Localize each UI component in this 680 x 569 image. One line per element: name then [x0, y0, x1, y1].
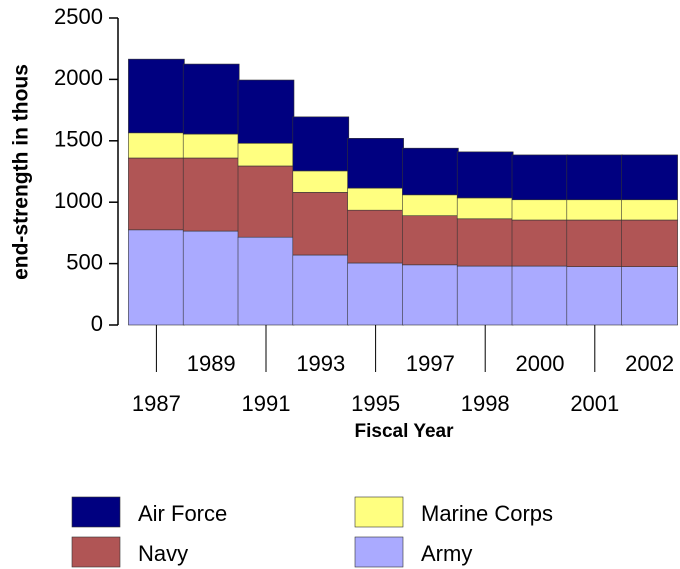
x-tick-label: 1989	[187, 351, 236, 376]
bar-segment	[347, 262, 404, 326]
x-tick-label: 2000	[516, 351, 565, 376]
bar-segment	[456, 265, 514, 326]
bar-segment	[402, 147, 459, 196]
bar-segment	[511, 219, 569, 267]
bar-segment	[292, 254, 350, 326]
x-tick-label: 1987	[132, 391, 181, 416]
bar-segment	[621, 266, 678, 326]
bar-segment	[511, 154, 569, 201]
bar-segment	[621, 199, 678, 221]
legend-swatch	[71, 496, 121, 528]
bar-segment	[347, 138, 404, 189]
bar-segment	[292, 116, 350, 172]
y-tick-label: 500	[66, 249, 103, 274]
bar-segment	[182, 63, 240, 135]
bar-segment	[128, 132, 185, 159]
bar-segment	[182, 133, 240, 159]
bar-segment	[182, 157, 240, 232]
bar-segment	[347, 209, 404, 264]
legend-swatch	[354, 496, 404, 528]
bar-segment	[237, 165, 295, 238]
bar-segment	[456, 151, 514, 199]
bar-segment	[566, 154, 624, 201]
bar-segment	[292, 192, 350, 256]
bar-segment	[402, 264, 459, 326]
bar-segment	[621, 219, 678, 267]
bar-segment	[456, 197, 514, 220]
x-tick-label: 2002	[625, 351, 674, 376]
bar-segment	[128, 58, 185, 134]
x-tick-label: 2001	[570, 391, 619, 416]
y-tick-label: 0	[91, 311, 103, 336]
bar-segment	[566, 266, 624, 326]
x-tick-label: 1998	[461, 391, 510, 416]
x-tick-label: 1991	[242, 391, 291, 416]
bar-segment	[237, 236, 295, 326]
bar-segment	[511, 265, 569, 326]
bar-segment	[182, 230, 240, 326]
bar-segment	[292, 170, 350, 193]
bar-segment	[128, 229, 185, 326]
legend-label: Navy	[138, 541, 188, 566]
bar-segment	[566, 219, 624, 267]
x-tick-label: 1993	[296, 351, 345, 376]
x-tick-label: 1997	[406, 351, 455, 376]
bar-segment	[621, 154, 678, 201]
y-axis-label: end-strength in thous	[10, 64, 33, 280]
bar-segment	[237, 142, 295, 167]
x-axis-label: Fiscal Year	[355, 421, 455, 442]
bar-segment	[402, 194, 459, 217]
legend-label: Army	[421, 541, 472, 566]
x-tick-label: 1995	[351, 391, 400, 416]
bar-segment	[402, 215, 459, 266]
y-tick-label: 2500	[54, 4, 103, 29]
bar-segment	[347, 187, 404, 211]
legend-swatch	[71, 536, 121, 568]
bar-segment	[511, 199, 569, 221]
bar-segment	[566, 199, 624, 221]
y-tick-label: 2000	[54, 65, 103, 90]
legend-swatch	[354, 536, 404, 568]
bar-segment	[456, 218, 514, 267]
bar-segment	[128, 157, 185, 231]
bar-segment	[237, 79, 295, 144]
legend-label: Marine Corps	[421, 501, 553, 526]
legend-label: Air Force	[138, 501, 227, 526]
y-tick-label: 1000	[54, 188, 103, 213]
y-tick-label: 1500	[54, 127, 103, 152]
